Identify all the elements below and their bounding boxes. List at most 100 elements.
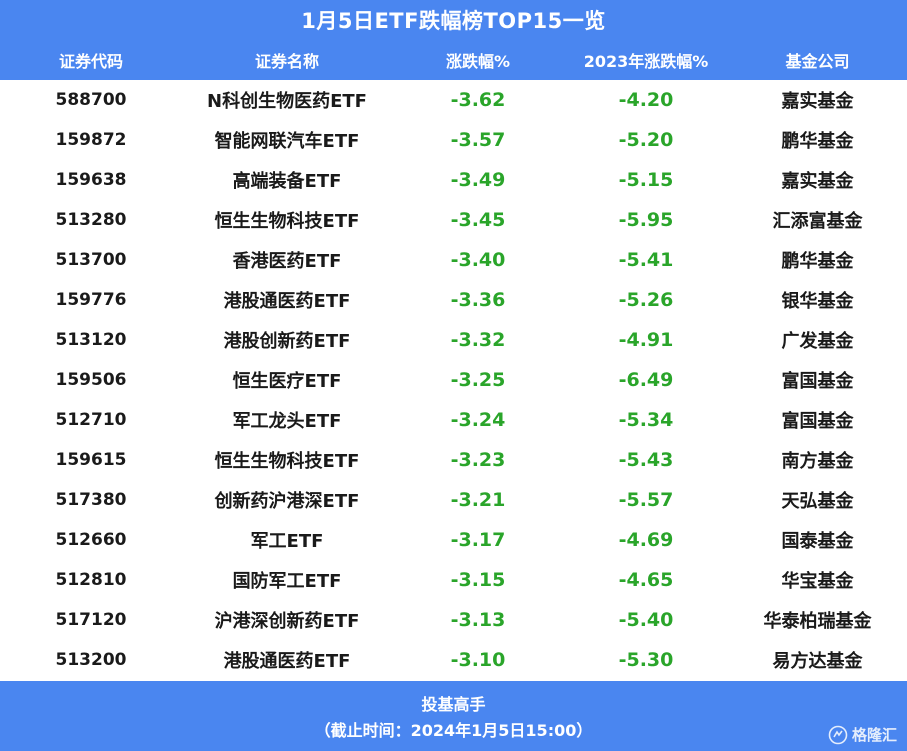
cell-change: -3.15: [450, 569, 506, 591]
cell-code: 159638: [55, 170, 127, 190]
cell-code: 513200: [55, 650, 127, 670]
brand-logo: 格隆汇: [828, 724, 897, 745]
gelonghui-logo-icon: [828, 725, 848, 745]
cell-change: -3.57: [450, 129, 506, 151]
table-row: 512660 军工ETF -3.17 -4.69 国泰基金: [0, 520, 907, 560]
cell-ytd-change: -5.34: [618, 409, 674, 431]
cell-ytd-change: -4.91: [618, 329, 674, 351]
table-row: 588700 N科创生物医药ETF -3.62 -4.20 嘉实基金: [0, 80, 907, 120]
table-header-row: 证券代码 证券名称 涨跌幅% 2023年涨跌幅% 基金公司: [0, 40, 907, 80]
cell-fund-company: 南方基金: [781, 451, 854, 472]
table-row: 512710 军工龙头ETF -3.24 -5.34 富国基金: [0, 400, 907, 440]
table-row: 159776 港股通医药ETF -3.36 -5.26 银华基金: [0, 280, 907, 320]
footer-timestamp: （截止时间：2024年1月5日15:00）: [314, 721, 593, 740]
cell-ytd-change: -5.41: [618, 249, 674, 271]
cell-code: 159872: [55, 130, 127, 150]
footer-source: 投基高手: [421, 695, 486, 714]
cell-fund-company: 鹏华基金: [781, 251, 854, 272]
cell-ytd-change: -5.26: [618, 289, 674, 311]
table-row: 159872 智能网联汽车ETF -3.57 -5.20 鹏华基金: [0, 120, 907, 160]
cell-change: -3.62: [450, 89, 506, 111]
cell-change: -3.23: [450, 449, 506, 471]
cell-code: 512710: [55, 410, 127, 430]
cell-name: 港股创新药ETF: [223, 331, 351, 352]
cell-change: -3.32: [450, 329, 506, 351]
cell-fund-company: 汇添富基金: [772, 211, 863, 232]
table-row: 159506 恒生医疗ETF -3.25 -6.49 富国基金: [0, 360, 907, 400]
cell-fund-company: 富国基金: [781, 371, 854, 392]
cell-change: -3.13: [450, 609, 506, 631]
cell-code: 512810: [55, 570, 127, 590]
cell-change: -3.17: [450, 529, 506, 551]
table-row: 512810 国防军工ETF -3.15 -4.65 华宝基金: [0, 560, 907, 600]
cell-fund-company: 国泰基金: [781, 531, 854, 552]
cell-name: 智能网联汽车ETF: [214, 131, 360, 152]
cell-change: -3.45: [450, 209, 506, 231]
cell-change: -3.49: [450, 169, 506, 191]
cell-fund-company: 嘉实基金: [781, 171, 854, 192]
table-row: 517120 沪港深创新药ETF -3.13 -5.40 华泰柏瑞基金: [0, 600, 907, 640]
cell-fund-company: 广发基金: [781, 331, 854, 352]
table-body: 588700 N科创生物医药ETF -3.62 -4.20 嘉实基金 159872 智能网联…: [0, 80, 907, 680]
cell-change: -3.10: [450, 649, 506, 671]
column-header-ytd-change: 2023年涨跌幅%: [583, 52, 709, 71]
cell-name: 港股通医药ETF: [223, 651, 351, 672]
cell-name: 军工龙头ETF: [232, 411, 342, 432]
logo-text: 格隆汇: [851, 726, 897, 744]
cell-ytd-change: -5.57: [618, 489, 674, 511]
cell-code: 513700: [55, 250, 127, 270]
table-title: 1月5日ETF跌幅榜TOP15一览: [0, 0, 907, 40]
cell-fund-company: 富国基金: [781, 411, 854, 432]
cell-fund-company: 鹏华基金: [781, 131, 854, 152]
cell-name: 港股通医药ETF: [223, 291, 351, 312]
column-header-change: 涨跌幅%: [445, 52, 511, 71]
cell-name: 创新药沪港深ETF: [214, 491, 360, 512]
cell-fund-company: 银华基金: [781, 291, 854, 312]
cell-name: 沪港深创新药ETF: [214, 611, 360, 632]
cell-name: 高端装备ETF: [232, 171, 342, 192]
cell-change: -3.36: [450, 289, 506, 311]
cell-change: -3.24: [450, 409, 506, 431]
cell-name: 恒生生物科技ETF: [214, 451, 360, 472]
table-row: 513280 恒生生物科技ETF -3.45 -5.95 汇添富基金: [0, 200, 907, 240]
cell-fund-company: 天弘基金: [781, 491, 854, 512]
cell-ytd-change: -5.15: [618, 169, 674, 191]
column-header-code: 证券代码: [58, 52, 123, 71]
cell-code: 513120: [55, 330, 127, 350]
cell-change: -3.21: [450, 489, 506, 511]
table-row: 513200 港股通医药ETF -3.10 -5.30 易方达基金: [0, 640, 907, 680]
cell-name: N科创生物医药ETF: [207, 91, 367, 112]
cell-name: 国防军工ETF: [232, 571, 342, 592]
cell-code: 513280: [55, 210, 127, 230]
cell-ytd-change: -5.40: [618, 609, 674, 631]
cell-change: -3.25: [450, 369, 506, 391]
cell-fund-company: 华宝基金: [781, 571, 854, 592]
cell-ytd-change: -5.20: [618, 129, 674, 151]
cell-ytd-change: -5.30: [618, 649, 674, 671]
cell-fund-company: 嘉实基金: [781, 91, 854, 112]
cell-code: 159506: [55, 370, 127, 390]
cell-code: 517380: [55, 490, 127, 510]
cell-fund-company: 华泰柏瑞基金: [763, 611, 872, 632]
cell-code: 517120: [55, 610, 127, 630]
column-header-fund-company: 基金公司: [785, 52, 850, 71]
table-row: 517380 创新药沪港深ETF -3.21 -5.57 天弘基金: [0, 480, 907, 520]
cell-ytd-change: -5.95: [618, 209, 674, 231]
cell-name: 恒生生物科技ETF: [214, 211, 360, 232]
cell-code: 512660: [55, 530, 127, 550]
cell-ytd-change: -4.65: [618, 569, 674, 591]
cell-change: -3.40: [450, 249, 506, 271]
cell-name: 恒生医疗ETF: [232, 371, 342, 392]
cell-ytd-change: -4.69: [618, 529, 674, 551]
cell-ytd-change: -4.20: [618, 89, 674, 111]
table-row: 159615 恒生生物科技ETF -3.23 -5.43 南方基金: [0, 440, 907, 480]
cell-fund-company: 易方达基金: [772, 651, 863, 672]
cell-code: 159776: [55, 290, 127, 310]
table-footer: 投基高手 （截止时间：2024年1月5日15:00） 格隆汇: [0, 681, 907, 751]
cell-code: 588700: [55, 90, 127, 110]
cell-name: 香港医药ETF: [232, 251, 342, 272]
cell-ytd-change: -5.43: [618, 449, 674, 471]
cell-code: 159615: [55, 450, 127, 470]
table-row: 159638 高端装备ETF -3.49 -5.15 嘉实基金: [0, 160, 907, 200]
